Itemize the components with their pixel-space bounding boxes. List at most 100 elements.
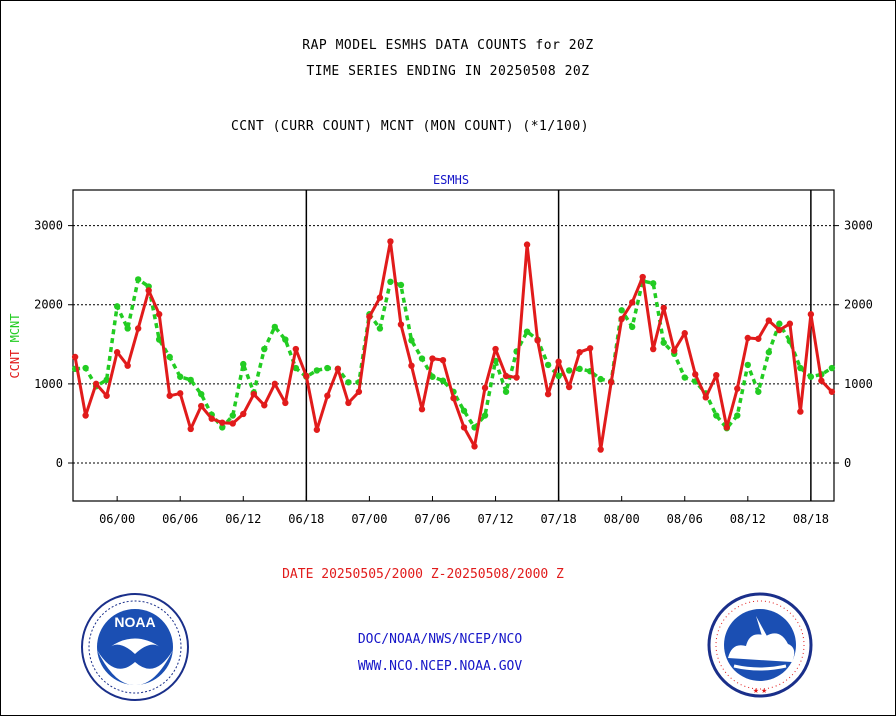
- ccnt-point: [334, 365, 342, 373]
- footer-link-website[interactable]: WWW.NCO.NCEP.NOAA.GOV: [357, 659, 523, 674]
- mcnt-point: [261, 345, 268, 353]
- ccnt-point: [292, 345, 300, 353]
- mcnt-point: [481, 412, 489, 419]
- ccnt-point: [113, 349, 121, 356]
- ccnt-point: [450, 394, 457, 402]
- ccnt-point: [681, 330, 688, 337]
- mcnt-point: [628, 323, 636, 331]
- ccnt-point: [219, 419, 226, 426]
- mcnt-point: [408, 337, 415, 344]
- mcnt-point: [597, 375, 604, 383]
- x-tick-label: 08/00: [604, 512, 640, 526]
- y-tick-label-left: 3000: [34, 219, 63, 233]
- gridlines: [73, 225, 834, 464]
- ccnt-point: [628, 299, 636, 306]
- panel-label: ESMHS: [433, 173, 469, 187]
- svg-text:CCNT MCNT: CCNT MCNT: [8, 313, 22, 378]
- mcnt-point: [429, 373, 436, 380]
- y-tick-label-right: 1000: [844, 377, 873, 391]
- mcnt-point: [660, 339, 667, 346]
- ccnt-point: [303, 372, 310, 380]
- ccnt-point: [744, 334, 752, 342]
- ccnt-point: [397, 321, 405, 328]
- ccnt-point: [439, 356, 447, 364]
- ccnt-point: [828, 388, 836, 395]
- mcnt-point: [797, 364, 804, 372]
- ccnt-point: [713, 371, 720, 379]
- ccnt-point: [586, 345, 594, 352]
- ccnt-point: [544, 390, 552, 398]
- mcnt-point: [755, 388, 762, 395]
- ccnt-point: [555, 358, 562, 365]
- ccnt-point: [408, 362, 415, 369]
- mcnt-point: [387, 278, 394, 285]
- x-tick-label: 07/06: [414, 512, 450, 526]
- mcnt-point: [618, 307, 625, 314]
- mcnt-point: [134, 276, 142, 283]
- x-tick-label: 07/00: [351, 512, 387, 526]
- ccnt-point: [786, 320, 794, 327]
- y-axis-right: 0 1000 2000 3000: [834, 219, 873, 470]
- mcnt-point: [734, 412, 741, 419]
- ccnt-point: [671, 347, 678, 354]
- x-tick-label: 06/06: [162, 512, 198, 526]
- ccnt-point: [702, 394, 709, 401]
- mcnt-point: [523, 328, 531, 335]
- lightning-icon: [754, 616, 772, 656]
- ccnt-point: [639, 273, 646, 281]
- ccnt-point: [208, 415, 215, 422]
- plot-area-border: [72, 189, 835, 502]
- y-tick-label-left: 2000: [34, 298, 63, 312]
- ccnt-point: [492, 345, 499, 353]
- ccnt-point: [313, 426, 321, 433]
- ccnt-point: [355, 388, 363, 395]
- ccnt-point: [565, 383, 573, 391]
- ccnt-point: [818, 377, 825, 384]
- ccnt-point: [366, 313, 373, 320]
- x-tick-label: 06/12: [225, 512, 261, 526]
- y-axis-left: 0 1000 2000 3000: [34, 219, 73, 470]
- ccnt-point: [797, 408, 804, 415]
- footer-link-doc[interactable]: DOC/NOAA/NWS/NCEP/NCO: [357, 632, 523, 647]
- ccnt-point: [387, 238, 394, 245]
- mcnt-point: [166, 353, 173, 361]
- series-ccnt: [71, 238, 836, 453]
- ccnt-point: [71, 353, 79, 361]
- y-tick-label-left: 1000: [34, 377, 63, 391]
- mcnt-point: [219, 424, 226, 431]
- x-tick-label: 07/18: [541, 512, 577, 526]
- mcnt-point: [713, 412, 720, 419]
- x-tick-label: 07/12: [477, 512, 513, 526]
- ccnt-point: [345, 399, 352, 407]
- mcnt-point: [439, 377, 447, 384]
- ccnt-point: [692, 371, 699, 378]
- ccnt-point: [261, 402, 268, 409]
- noaa-wordmark: NOAA: [114, 614, 155, 630]
- chart-title-line-2: TIME SERIES ENDING IN 20250508 20Z: [306, 64, 590, 79]
- ccnt-point: [618, 315, 625, 323]
- mcnt-point: [324, 364, 331, 372]
- mcnt-point: [555, 372, 562, 380]
- mcnt-point: [187, 376, 194, 384]
- x-tick-label: 08/18: [793, 512, 829, 526]
- ccnt-point: [597, 446, 604, 453]
- mcnt-point: [544, 361, 552, 369]
- nws-logo: ★ ★: [707, 592, 813, 698]
- ccnt-point: [502, 372, 510, 380]
- ccnt-point: [776, 326, 783, 334]
- ccnt-point: [755, 335, 762, 342]
- mcnt-point: [229, 412, 236, 419]
- x-tick-label: 08/06: [667, 512, 703, 526]
- y-tick-label-right: 0: [844, 456, 851, 470]
- x-axis: 06/00 06/06 06/12 06/18 07/00 07/06 07/12 07/18…: [99, 496, 829, 526]
- mcnt-point: [397, 281, 405, 289]
- y-label-mcnt: MCNT: [8, 313, 22, 342]
- mcnt-point: [650, 280, 657, 287]
- period-dividers: [305, 190, 812, 501]
- mcnt-point: [82, 364, 89, 372]
- ccnt-point: [166, 392, 173, 399]
- mcnt-point: [177, 373, 184, 380]
- ccnt-point: [523, 241, 531, 248]
- mcnt-point: [198, 390, 205, 398]
- x-tick-label: 06/00: [99, 512, 135, 526]
